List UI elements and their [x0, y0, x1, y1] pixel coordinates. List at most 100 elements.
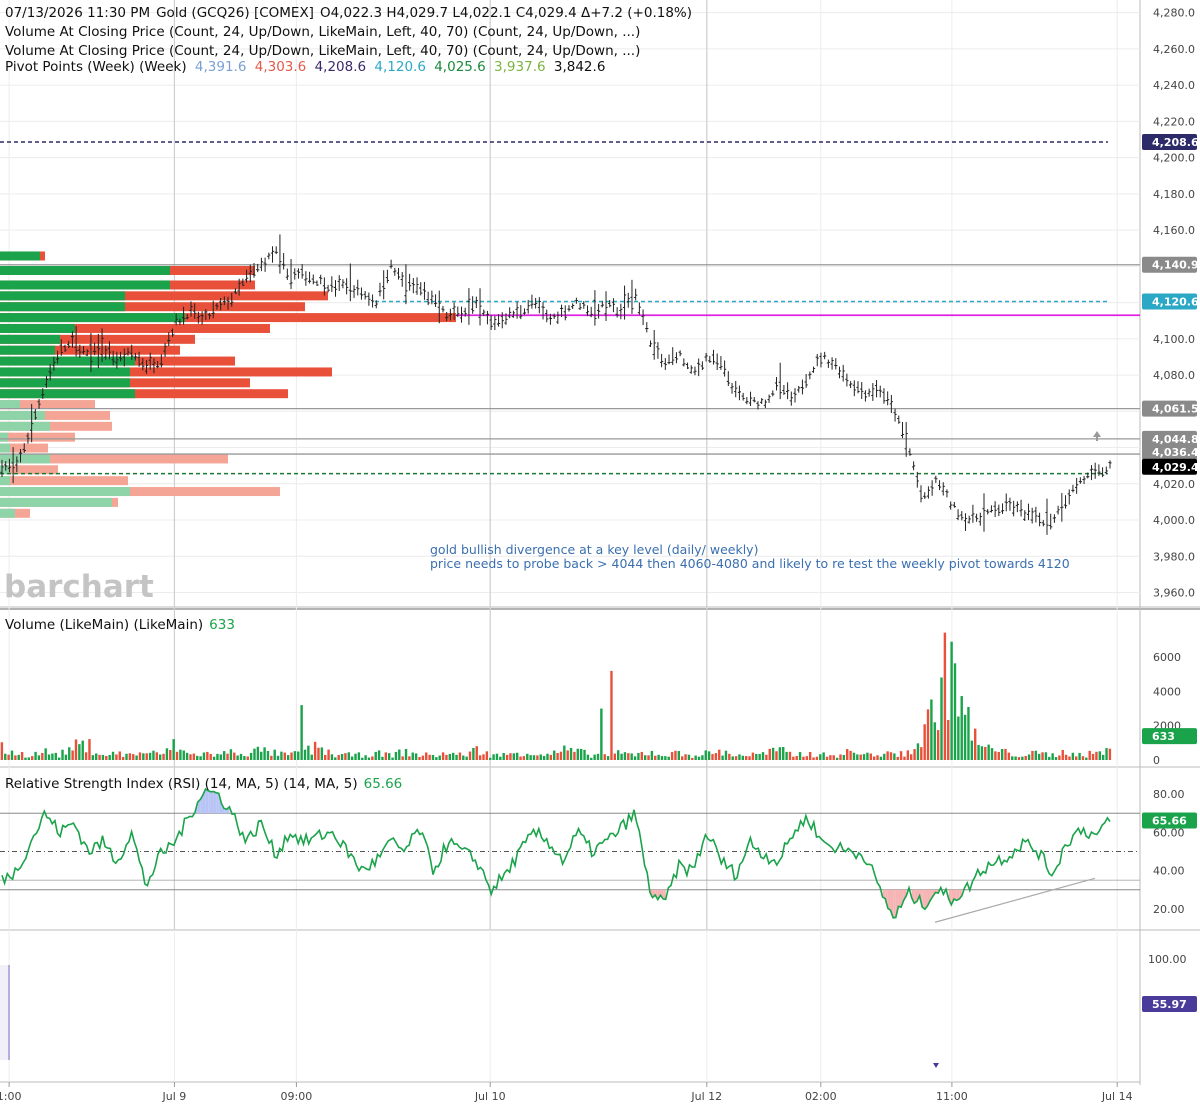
- volume-bar: [808, 752, 812, 760]
- volume-bar: [435, 757, 438, 760]
- volume-bar: [947, 719, 950, 760]
- price-bar: [0, 459, 4, 477]
- price-bar: [585, 305, 590, 317]
- volume-bar: [775, 751, 778, 760]
- price-bar: [789, 391, 793, 406]
- price-bar: [178, 318, 182, 326]
- price-bar: [967, 515, 971, 524]
- price-bar: [456, 306, 460, 318]
- price-bar: [711, 349, 716, 365]
- rsi-overbought-fill: [205, 789, 209, 814]
- volume-profile-down: [0, 389, 288, 399]
- volume-bar: [883, 753, 886, 760]
- price-bar: [263, 257, 267, 272]
- volume-bar: [1051, 753, 1054, 760]
- volume-bar: [869, 753, 872, 760]
- volume-bar: [387, 753, 391, 760]
- volume-bar: [768, 748, 771, 760]
- price-bar: [667, 354, 671, 365]
- price-bar: [100, 328, 104, 362]
- volume-bar: [357, 752, 361, 760]
- volume-bar: [620, 753, 623, 760]
- rsi-tick-label: 40.00: [1153, 865, 1185, 878]
- volume-bar: [337, 755, 340, 760]
- price-bar: [845, 373, 849, 387]
- volume-bar: [758, 753, 761, 760]
- volume-bar: [748, 756, 751, 760]
- volume-bar: [984, 746, 987, 760]
- volume-bar: [640, 751, 643, 760]
- volume-bar: [546, 753, 549, 760]
- time-tick-label: 11:00: [936, 1090, 968, 1103]
- price-bar: [282, 253, 286, 270]
- volume-bar: [64, 754, 68, 760]
- price-bar: [18, 448, 23, 463]
- volume-bar: [152, 750, 155, 760]
- price-bar: [682, 358, 686, 367]
- price-bar: [341, 279, 345, 289]
- volume-bar: [172, 739, 175, 760]
- volume-bar: [391, 757, 394, 760]
- volume-bar: [893, 753, 896, 760]
- price-bar: [989, 505, 994, 513]
- volume-bar: [1044, 752, 1048, 760]
- volume-profile-up: [0, 367, 130, 377]
- volume-bar: [394, 751, 398, 760]
- volume-bar: [788, 751, 792, 760]
- volume-bar: [600, 708, 603, 760]
- price-bar: [674, 352, 679, 364]
- price-bar: [767, 394, 771, 403]
- volume-bar: [478, 755, 482, 760]
- price-bar: [574, 297, 578, 304]
- price-bar: [663, 358, 667, 370]
- volume-bar: [421, 755, 425, 760]
- price-bar: [141, 357, 145, 371]
- price-bar: [652, 330, 656, 360]
- volume-bar: [714, 753, 718, 760]
- rsi-oversold-fill: [914, 889, 917, 904]
- volume-value-pill: 633: [1142, 728, 1197, 745]
- volume-bar: [1078, 752, 1081, 760]
- volume-bar: [20, 752, 24, 760]
- volume-bar: [512, 753, 516, 760]
- price-bar: [130, 344, 134, 360]
- price-bar: [311, 274, 315, 285]
- volume-bar: [462, 755, 465, 760]
- volume-bar: [701, 755, 704, 760]
- volume-bar: [465, 756, 468, 760]
- volume-bar: [98, 754, 101, 760]
- volume-bar: [162, 753, 165, 760]
- price-bar: [685, 362, 690, 370]
- price-bar: [471, 296, 475, 314]
- price-bar: [1071, 484, 1075, 493]
- price-bar: [337, 275, 341, 291]
- price-bar: [530, 294, 534, 309]
- volume-bar: [377, 750, 381, 760]
- price-bar: [367, 292, 371, 306]
- volume-bar: [78, 744, 81, 760]
- volume-bar: [54, 752, 57, 760]
- volume-bar: [418, 757, 421, 760]
- volume-bar: [960, 696, 963, 760]
- price-bar: [74, 325, 78, 357]
- price-bar: [300, 264, 304, 279]
- price-bar: [545, 309, 549, 323]
- rsi-oversold-fill: [924, 889, 928, 910]
- volume-bar: [623, 752, 627, 760]
- volume-bar: [765, 754, 768, 760]
- price-bar: [559, 304, 564, 318]
- price-bar: [960, 511, 964, 521]
- rsi-oversold-fill: [948, 889, 952, 905]
- volume-bar: [441, 752, 445, 760]
- price-bar: [689, 365, 693, 374]
- volume-bar: [121, 756, 125, 760]
- volume-bar: [128, 753, 132, 760]
- price-bar: [230, 292, 234, 307]
- volume-bar: [458, 752, 462, 760]
- price-bar: [307, 271, 312, 284]
- price-bar: [993, 501, 997, 518]
- price-bar: [248, 264, 252, 283]
- price-bar: [811, 366, 816, 373]
- volume-profile-up: [0, 345, 55, 355]
- volume-profile-down: [0, 410, 110, 420]
